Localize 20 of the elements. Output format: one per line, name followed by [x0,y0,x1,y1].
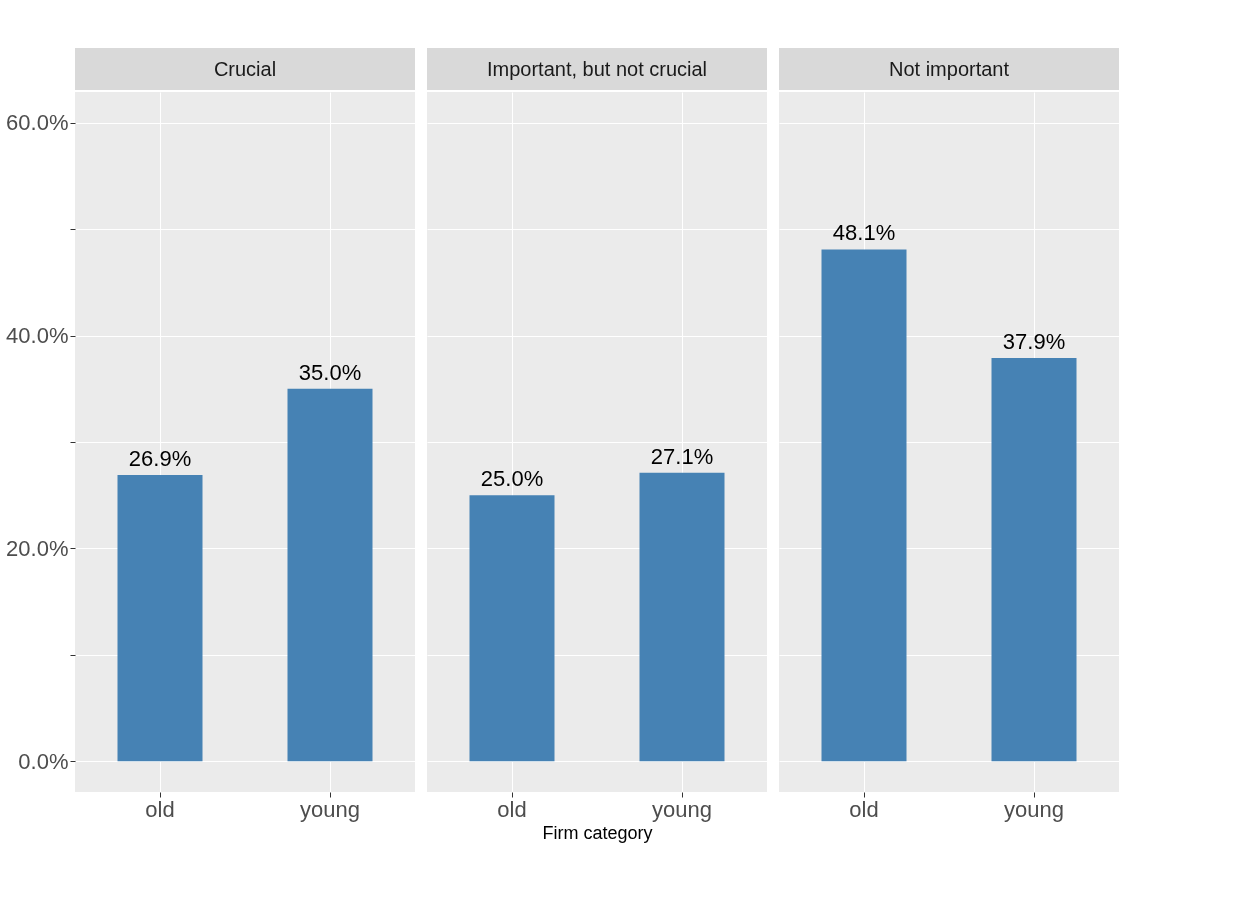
data-label: 35.0% [298,359,362,385]
y-tick-label: 0.0% [18,748,69,774]
x-tick-label: young [652,796,712,822]
x-tick-label: young [300,796,360,822]
chart-title: Crucial [213,58,277,80]
x-tick-label: old [497,796,527,822]
data-label: 37.9% [1002,328,1066,354]
data-label: 26.9% [128,445,192,471]
y-tick-label: 60.0% [6,110,69,136]
x-tick-label: young [1004,796,1064,822]
data-label: 25.0% [480,466,544,492]
chart-title: Not important [888,58,1010,80]
y-tick-label: 20.0% [6,535,69,561]
data-label: 48.1% [832,220,896,246]
data-label: 27.1% [650,443,714,469]
x-tick-label: old [849,796,879,822]
chart-title: Important, but not crucial [486,58,708,80]
x-axis-title: Firm category [542,822,653,843]
y-tick-label: 40.0% [6,323,69,349]
x-tick-label: old [145,796,175,822]
